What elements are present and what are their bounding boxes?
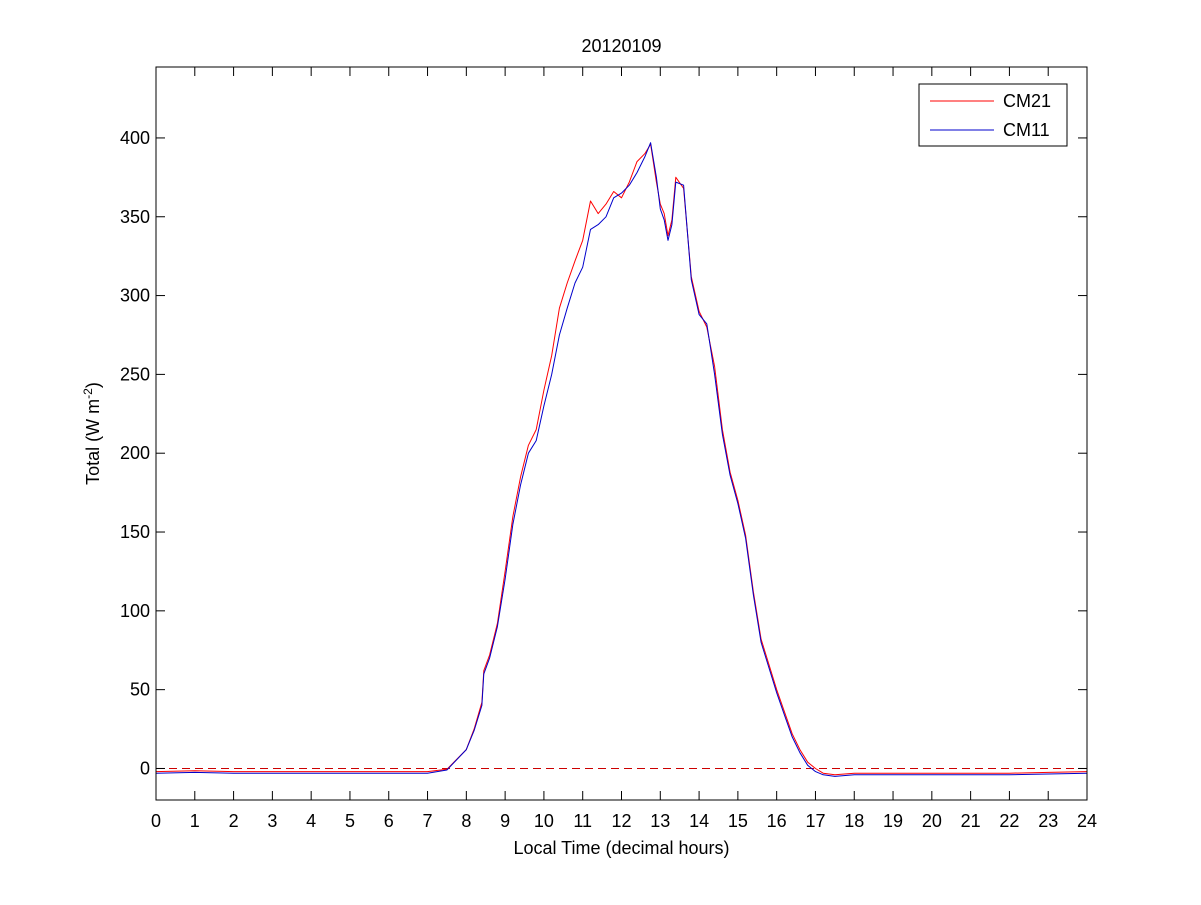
legend-label-cm21: CM21 <box>1003 91 1051 111</box>
x-tick-label: 17 <box>805 811 825 831</box>
legend-box <box>918 83 1068 147</box>
y-axis-ticks: 0 50 100 150 200 250 300 350 400 <box>120 128 1087 778</box>
y-axis-label-main: Total (W m <box>83 399 103 485</box>
y-axis-label-close: ) <box>83 382 103 388</box>
x-tick-label: 16 <box>767 811 787 831</box>
y-tick-label: 200 <box>120 443 150 463</box>
x-tick-label: 6 <box>384 811 394 831</box>
x-tick-label: 10 <box>534 811 554 831</box>
legend: CM21 CM11 <box>918 83 1068 147</box>
x-tick-label: 2 <box>229 811 239 831</box>
y-tick-label: 0 <box>140 758 150 778</box>
x-tick-label: 3 <box>267 811 277 831</box>
x-tick-label: 5 <box>345 811 355 831</box>
x-tick-label: 7 <box>423 811 433 831</box>
y-axis-label: Total (W m-2) <box>81 382 103 485</box>
x-tick-label: 11 <box>573 811 592 831</box>
x-tick-label: 0 <box>151 811 161 831</box>
x-tick-label: 8 <box>461 811 471 831</box>
x-axis-ticks: 0 1 2 3 4 5 6 7 8 9 10 11 12 13 14 15 16 17 18 19 20 21 22 23 24 <box>151 67 1097 831</box>
x-tick-label: 9 <box>500 811 510 831</box>
x-tick-label: 24 <box>1077 811 1097 831</box>
series-line-cm11 <box>155 142 1088 777</box>
y-tick-label: 250 <box>120 364 150 384</box>
x-axis-label: Local Time (decimal hours) <box>513 838 729 858</box>
x-tick-label: 22 <box>999 811 1019 831</box>
x-tick-label: 4 <box>306 811 316 831</box>
y-tick-label: 350 <box>120 207 150 227</box>
x-tick-label: 18 <box>844 811 864 831</box>
x-tick-label: 14 <box>689 811 709 831</box>
y-tick-label: 400 <box>120 128 150 148</box>
chart-title: 20120109 <box>581 36 661 56</box>
y-tick-label: 150 <box>120 522 150 542</box>
x-tick-label: 19 <box>883 811 903 831</box>
x-tick-label: 21 <box>961 811 981 831</box>
x-tick-label: 13 <box>650 811 670 831</box>
x-tick-label: 23 <box>1038 811 1058 831</box>
plot-area <box>156 67 1087 800</box>
x-tick-label: 12 <box>611 811 631 831</box>
y-axis-label-superscript: -2 <box>81 388 95 399</box>
y-tick-label: 300 <box>120 286 150 306</box>
x-tick-label: 20 <box>922 811 942 831</box>
series-group <box>155 142 1088 777</box>
x-tick-label: 1 <box>190 811 200 831</box>
legend-label-cm11: CM11 <box>1003 120 1050 140</box>
x-tick-label: 15 <box>728 811 748 831</box>
y-tick-label: 50 <box>130 680 150 700</box>
y-tick-label: 100 <box>120 601 150 621</box>
